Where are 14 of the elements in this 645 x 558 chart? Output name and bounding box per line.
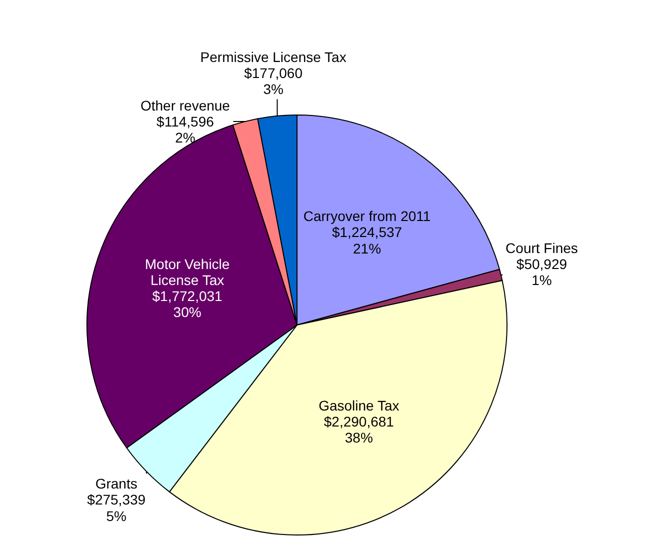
slice-label: Permissive License Tax [200, 49, 346, 66]
data-label: $1,224,537 21% [332, 224, 402, 256]
data-label: $114,596 2% [156, 113, 214, 146]
data-label: $1,772,031 30% [152, 288, 223, 320]
data-label: $50,929 1% [516, 256, 568, 288]
slice-label: Court Fines [506, 240, 578, 256]
slice-label: Carryover from 2011 [303, 208, 431, 224]
data-label: $275,339 5% [87, 492, 146, 524]
data-label: $177,060 3% [244, 65, 303, 98]
slice-label: Motor Vehicle License Tax [144, 256, 230, 288]
data-label: $2,290,681 38% [324, 414, 394, 446]
slice-label: Gasoline Tax [318, 397, 400, 414]
slice-label: Grants [95, 476, 138, 492]
slice-label: Other revenue [140, 97, 230, 114]
